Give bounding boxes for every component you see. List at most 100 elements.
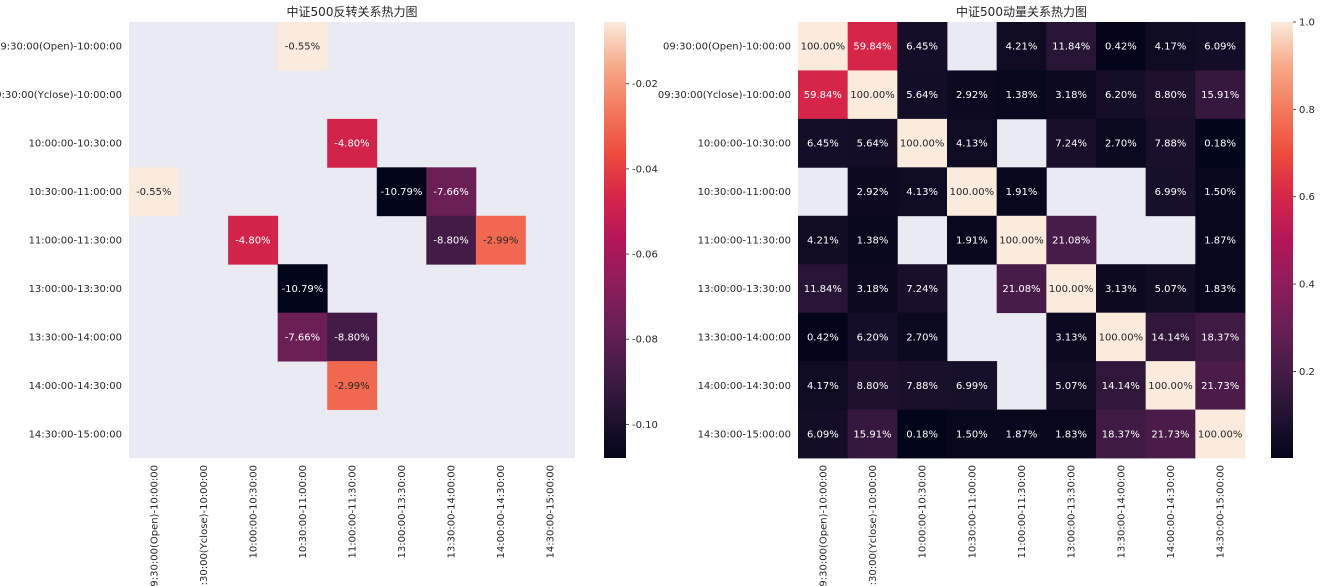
momentum-annotation-1-8: 15.91% bbox=[1201, 90, 1239, 101]
momentum-annotation-5-4: 21.08% bbox=[1002, 284, 1040, 295]
momentum-cell-6-7 bbox=[1145, 312, 1196, 362]
momentum-col-label-0: 09:30:00(Open)-10:00:00 bbox=[818, 465, 829, 586]
momentum-annotation-5-5: 100.00% bbox=[1049, 284, 1094, 295]
momentum-cell-1-1 bbox=[847, 70, 898, 120]
momentum-cell-0-8 bbox=[1195, 22, 1246, 71]
momentum-annotation-7-8: 21.73% bbox=[1201, 381, 1239, 392]
momentum-cell-5-6 bbox=[1096, 264, 1147, 314]
momentum-cell-3-8 bbox=[1195, 167, 1246, 217]
reversal-cell-7-4 bbox=[327, 361, 378, 410]
reversal-row-label-5: 13:00:00-13:30:00 bbox=[29, 284, 122, 295]
momentum-cell-2-2 bbox=[897, 118, 948, 168]
reversal-annotation-4-2: -4.80% bbox=[235, 236, 270, 247]
momentum-cell-3-2 bbox=[897, 167, 948, 217]
momentum-cell-8-2 bbox=[897, 409, 948, 459]
momentum-cell-8-1 bbox=[847, 409, 898, 459]
reversal-cell-4-7 bbox=[475, 215, 526, 265]
momentum-row-label-8: 14:30:00-15:00:00 bbox=[698, 429, 791, 440]
reversal-col-label-1: 09:30:00(Yclose)-10:00:00 bbox=[199, 465, 210, 586]
reversal-cell-2-4 bbox=[327, 118, 378, 168]
momentum-row-label-7: 14:00:00-14:30:00 bbox=[698, 381, 791, 392]
momentum-annotation-1-6: 6.20% bbox=[1105, 90, 1137, 101]
momentum-annotation-8-5: 1.83% bbox=[1055, 429, 1087, 440]
momentum-annotation-8-8: 100.00% bbox=[1198, 429, 1243, 440]
momentum-annotation-1-5: 3.18% bbox=[1055, 90, 1087, 101]
momentum-annotation-8-0: 6.09% bbox=[807, 429, 839, 440]
momentum-row-label-0: 09:30:00(Open)-10:00:00 bbox=[663, 42, 791, 53]
momentum-annotation-0-5: 11.84% bbox=[1052, 42, 1090, 53]
momentum-annotation-5-1: 3.18% bbox=[857, 284, 889, 295]
momentum-cell-7-5 bbox=[1046, 361, 1097, 410]
reversal-title: 中证500反转关系热力图 bbox=[287, 4, 418, 19]
momentum-cell-4-0 bbox=[798, 215, 849, 265]
reversal-cell-4-6 bbox=[426, 215, 477, 265]
momentum-col-label-4: 11:00:00-11:30:00 bbox=[1017, 465, 1028, 558]
reversal-row-label-8: 14:30:00-15:00:00 bbox=[29, 429, 122, 440]
momentum-annotation-7-2: 7.88% bbox=[906, 381, 938, 392]
reversal-colorbar-tick-label-1: -0.04 bbox=[632, 164, 658, 175]
momentum-annotation-3-2: 4.13% bbox=[906, 187, 938, 198]
momentum-annotation-4-0: 4.21% bbox=[807, 236, 839, 247]
momentum-cell-1-4 bbox=[996, 70, 1047, 120]
reversal-colorbar bbox=[604, 22, 626, 458]
momentum-cell-8-0 bbox=[798, 409, 849, 459]
momentum-annotation-7-1: 8.80% bbox=[857, 381, 889, 392]
momentum-cell-3-3 bbox=[947, 167, 998, 217]
momentum-cell-3-4 bbox=[996, 167, 1047, 217]
momentum-cell-4-4 bbox=[996, 215, 1047, 265]
reversal-row-label-1: 09:30:00(Yclose)-10:00:00 bbox=[0, 90, 122, 101]
reversal-cell-5-3 bbox=[277, 264, 328, 314]
momentum-cell-4-5 bbox=[1046, 215, 1097, 265]
reversal-annotation-6-4: -8.80% bbox=[334, 332, 369, 343]
momentum-cell-5-0 bbox=[798, 264, 849, 314]
momentum-cell-1-3 bbox=[947, 70, 998, 120]
momentum-annotation-3-4: 1.91% bbox=[1006, 187, 1038, 198]
momentum-cell-4-8 bbox=[1195, 215, 1246, 265]
momentum-annotation-6-6: 100.00% bbox=[1099, 332, 1144, 343]
reversal-annotation-6-3: -7.66% bbox=[285, 332, 320, 343]
momentum-annotation-2-6: 2.70% bbox=[1105, 139, 1137, 150]
momentum-cell-6-8 bbox=[1195, 312, 1246, 362]
momentum-cell-7-7 bbox=[1145, 361, 1196, 410]
momentum-cell-7-0 bbox=[798, 361, 849, 410]
momentum-cell-2-6 bbox=[1096, 118, 1147, 168]
momentum-annotation-4-5: 21.08% bbox=[1052, 236, 1090, 247]
momentum-row-label-6: 13:30:00-14:00:00 bbox=[698, 332, 791, 343]
momentum-annotation-1-3: 2.92% bbox=[956, 90, 988, 101]
momentum-cell-8-5 bbox=[1046, 409, 1097, 459]
momentum-cell-7-2 bbox=[897, 361, 948, 410]
momentum-annotation-8-6: 18.37% bbox=[1102, 429, 1140, 440]
momentum-colorbar-tick-label-0: 1.0 bbox=[1299, 18, 1315, 29]
momentum-annotation-1-1: 100.00% bbox=[850, 90, 895, 101]
momentum-cell-5-1 bbox=[847, 264, 898, 314]
momentum-annotation-4-8: 1.87% bbox=[1204, 236, 1236, 247]
momentum-title: 中证500动量关系热力图 bbox=[956, 4, 1087, 19]
reversal-row-label-7: 14:00:00-14:30:00 bbox=[29, 381, 122, 392]
reversal-row-label-2: 10:00:00-10:30:00 bbox=[29, 139, 122, 150]
momentum-annotation-0-6: 0.42% bbox=[1105, 42, 1137, 53]
reversal-annotation-7-4: -2.99% bbox=[334, 381, 369, 392]
momentum-cell-2-1 bbox=[847, 118, 898, 168]
momentum-colorbar bbox=[1271, 22, 1293, 458]
reversal-heatmap-panel: 中证500反转关系热力图 -0.55% -4.80% -0.55% -10.79% -7.… bbox=[0, 4, 658, 586]
momentum-annotation-7-3: 6.99% bbox=[956, 381, 988, 392]
momentum-cell-2-0 bbox=[798, 118, 849, 168]
momentum-cell-0-1 bbox=[847, 22, 898, 71]
momentum-cell-1-2 bbox=[897, 70, 948, 120]
momentum-cell-8-4 bbox=[996, 409, 1047, 459]
momentum-annotation-0-1: 59.84% bbox=[853, 42, 891, 53]
momentum-colorbar-tick-label-1: 0.8 bbox=[1299, 105, 1315, 116]
momentum-annotation-3-8: 1.50% bbox=[1204, 187, 1236, 198]
momentum-annotation-3-3: 100.00% bbox=[950, 187, 995, 198]
momentum-cell-8-7 bbox=[1145, 409, 1196, 459]
momentum-colorbar-tick-label-4: 0.2 bbox=[1299, 367, 1315, 378]
momentum-cell-7-6 bbox=[1096, 361, 1147, 410]
momentum-annotation-0-7: 4.17% bbox=[1155, 42, 1187, 53]
reversal-colorbar-tick-label-2: -0.06 bbox=[632, 250, 658, 261]
momentum-annotation-2-2: 100.00% bbox=[900, 139, 945, 150]
momentum-cell-8-8 bbox=[1195, 409, 1246, 459]
reversal-annotation-2-4: -4.80% bbox=[334, 139, 369, 150]
reversal-cell-3-5 bbox=[376, 167, 427, 217]
momentum-annotation-0-0: 100.00% bbox=[801, 42, 846, 53]
